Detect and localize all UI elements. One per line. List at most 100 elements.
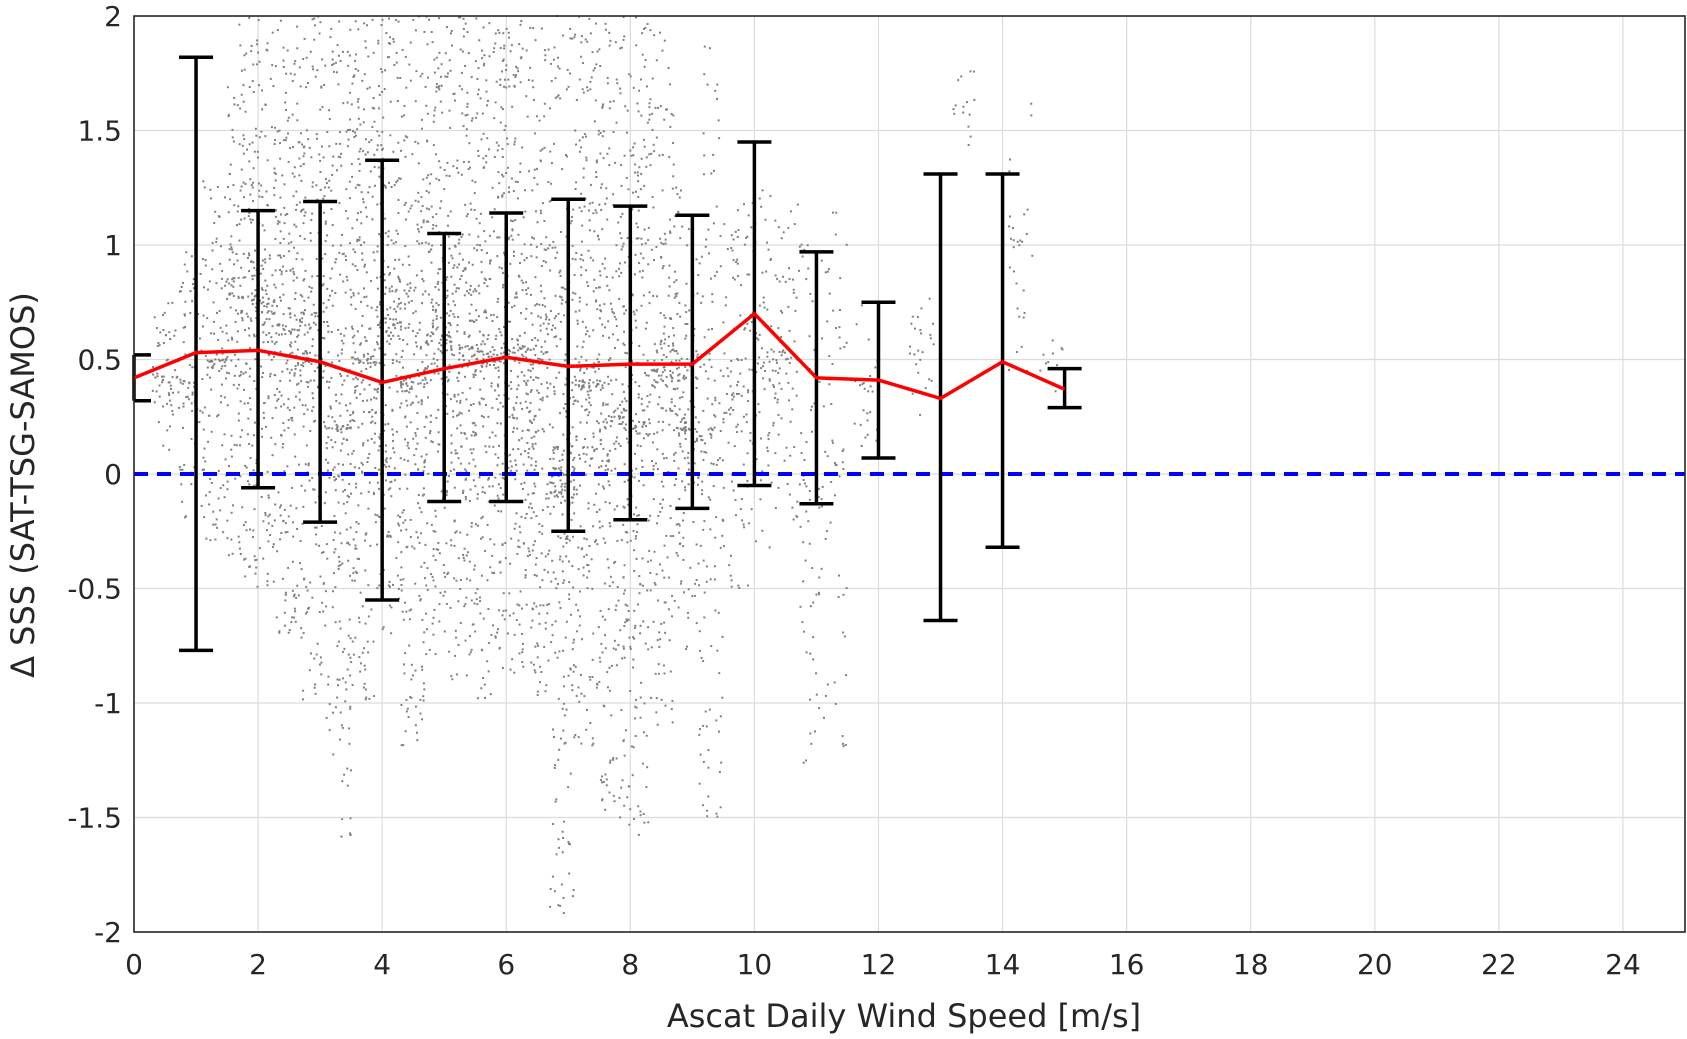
scatter-point <box>520 437 523 440</box>
scatter-point <box>633 142 636 145</box>
scatter-point <box>249 178 252 181</box>
scatter-point <box>650 369 653 372</box>
scatter-point <box>315 257 318 260</box>
scatter-point <box>373 348 376 351</box>
scatter-point <box>635 16 638 19</box>
scatter-point <box>646 23 649 26</box>
scatter-point <box>666 556 669 559</box>
scatter-point <box>555 376 558 379</box>
scatter-point <box>519 57 522 60</box>
scatter-point <box>361 252 364 255</box>
scatter-point <box>554 77 557 80</box>
scatter-point <box>548 244 551 247</box>
scatter-point <box>393 324 396 327</box>
scatter-point <box>365 295 368 298</box>
scatter-point <box>644 242 647 245</box>
scatter-point <box>354 351 357 354</box>
scatter-point <box>535 514 538 517</box>
scatter-point <box>686 322 689 325</box>
scatter-point <box>270 358 273 361</box>
scatter-point <box>647 434 650 437</box>
scatter-point <box>472 403 475 406</box>
scatter-point <box>605 464 608 467</box>
scatter-point <box>333 551 336 554</box>
scatter-point <box>417 228 420 231</box>
scatter-point <box>687 483 690 486</box>
scatter-point <box>547 322 550 325</box>
scatter-point <box>354 68 357 71</box>
scatter-point <box>432 633 435 636</box>
scatter-point <box>537 391 540 394</box>
scatter-point <box>377 487 380 490</box>
scatter-point <box>680 418 683 421</box>
scatter-point <box>532 27 535 30</box>
scatter-point <box>289 316 292 319</box>
scatter-point <box>638 514 641 517</box>
scatter-point <box>448 109 451 112</box>
scatter-point <box>601 106 604 109</box>
scatter-point <box>517 349 520 352</box>
scatter-point <box>378 85 381 88</box>
scatter-point <box>597 360 600 363</box>
scatter-point <box>693 327 696 330</box>
scatter-point <box>310 156 313 159</box>
scatter-point <box>282 265 285 268</box>
scatter-point <box>309 326 312 329</box>
scatter-point <box>652 259 655 262</box>
scatter-point <box>659 105 662 108</box>
scatter-point <box>453 486 456 489</box>
scatter-point <box>529 26 532 29</box>
scatter-point <box>324 425 327 428</box>
scatter-point <box>397 587 400 590</box>
scatter-point <box>388 287 391 290</box>
scatter-point <box>391 358 394 361</box>
scatter-point <box>559 275 562 278</box>
scatter-point <box>465 128 468 131</box>
scatter-point <box>498 328 501 331</box>
scatter-point <box>637 195 640 198</box>
scatter-point <box>178 465 181 468</box>
scatter-point <box>502 592 505 595</box>
scatter-point <box>601 781 604 784</box>
scatter-point <box>242 524 245 527</box>
scatter-point <box>463 331 466 334</box>
scatter-point <box>273 355 276 358</box>
scatter-point <box>456 427 459 430</box>
scatter-point <box>491 485 494 488</box>
scatter-point <box>407 295 410 298</box>
scatter-point <box>331 63 334 66</box>
scatter-point <box>387 488 390 491</box>
scatter-point <box>459 48 462 51</box>
scatter-point <box>672 175 675 178</box>
scatter-point <box>636 523 639 526</box>
scatter-point <box>406 459 409 462</box>
scatter-point <box>686 369 689 372</box>
scatter-point <box>606 558 609 561</box>
scatter-point <box>322 211 325 214</box>
scatter-point <box>571 298 574 301</box>
scatter-point <box>559 412 562 415</box>
scatter-point <box>494 453 497 456</box>
scatter-point <box>486 99 489 102</box>
scatter-point <box>202 314 205 317</box>
scatter-point <box>456 266 459 269</box>
scatter-point <box>580 388 583 391</box>
scatter-point <box>273 283 276 286</box>
scatter-point <box>354 389 357 392</box>
scatter-point <box>593 120 596 123</box>
scatter-point <box>274 503 277 506</box>
scatter-point <box>507 238 510 241</box>
scatter-point <box>331 416 334 419</box>
scatter-point <box>608 336 611 339</box>
scatter-point <box>306 82 309 85</box>
scatter-point <box>656 431 659 434</box>
scatter-point <box>583 205 586 208</box>
scatter-point <box>582 176 585 179</box>
scatter-point <box>218 310 221 313</box>
scatter-point <box>262 417 265 420</box>
scatter-point <box>483 377 486 380</box>
scatter-point <box>483 311 486 314</box>
scatter-point <box>405 399 408 402</box>
scatter-point <box>395 430 398 433</box>
scatter-point <box>451 678 454 681</box>
